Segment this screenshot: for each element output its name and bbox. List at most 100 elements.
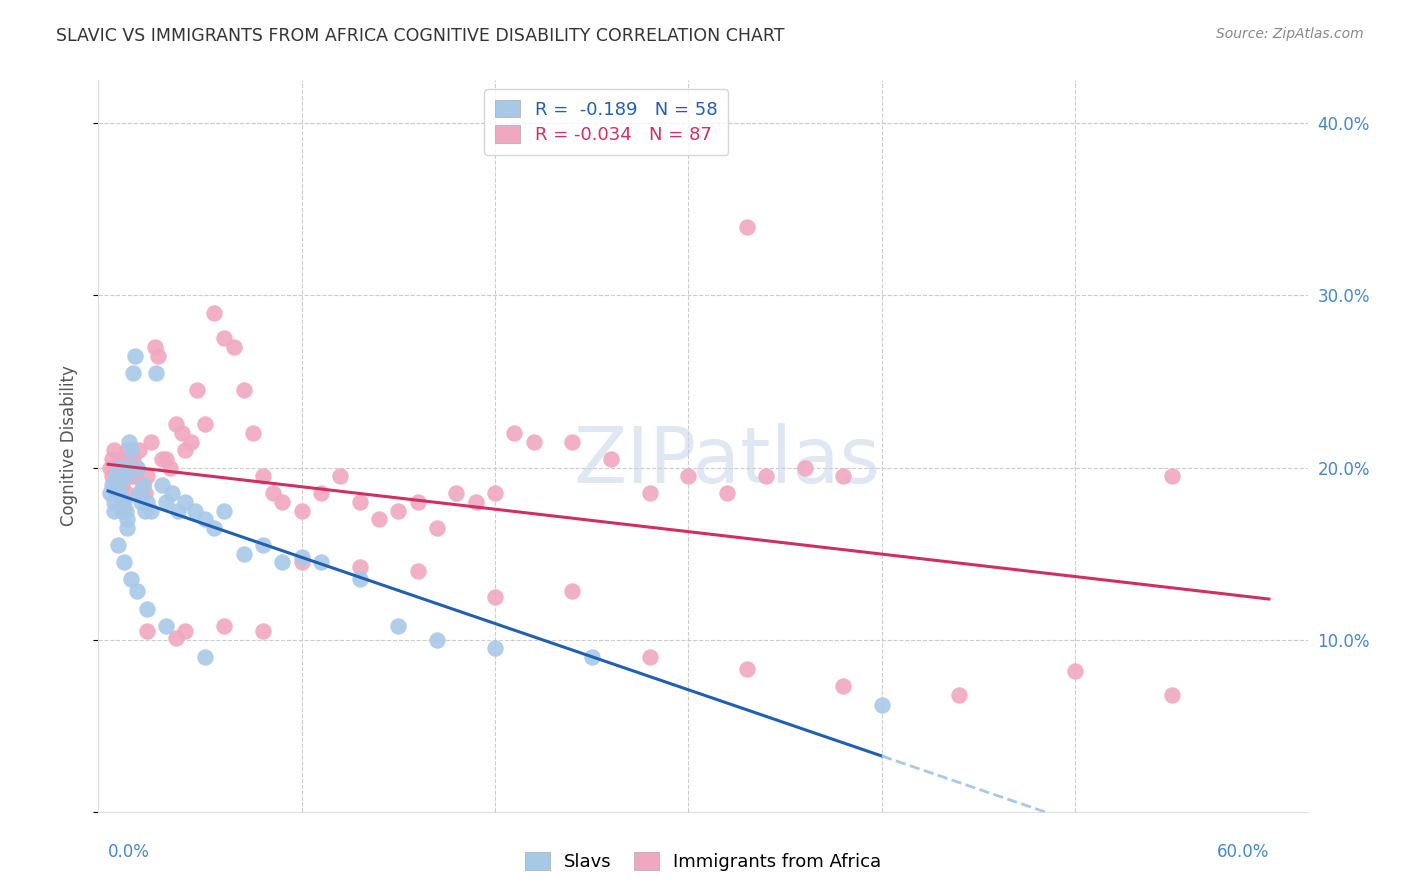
Point: [1161, 469, 1184, 483]
Point: [426, 521, 449, 535]
Point: [484, 486, 506, 500]
Point: [111, 477, 134, 491]
Point: [112, 555, 135, 569]
Point: [349, 573, 371, 587]
Point: [349, 560, 371, 574]
Point: [212, 619, 235, 633]
Point: [129, 495, 152, 509]
Point: [118, 451, 141, 466]
Point: [600, 451, 623, 466]
Point: [174, 443, 197, 458]
Point: [107, 460, 129, 475]
Point: [107, 486, 129, 500]
Point: [484, 641, 506, 656]
Point: [128, 443, 150, 458]
Point: [112, 503, 135, 517]
Point: [290, 503, 312, 517]
Point: [132, 477, 155, 491]
Point: [104, 469, 127, 483]
Point: [134, 486, 156, 500]
Point: [107, 538, 129, 552]
Point: [104, 460, 127, 475]
Text: 60.0%: 60.0%: [1216, 843, 1268, 861]
Legend: Slavs, Immigrants from Africa: Slavs, Immigrants from Africa: [517, 846, 889, 879]
Point: [139, 434, 162, 449]
Point: [222, 340, 245, 354]
Point: [793, 460, 815, 475]
Point: [446, 486, 468, 500]
Point: [194, 649, 217, 664]
Point: [98, 460, 121, 475]
Point: [212, 503, 235, 517]
Point: [114, 503, 136, 517]
Point: [135, 601, 157, 615]
Point: [155, 451, 177, 466]
Point: [484, 590, 506, 604]
Point: [252, 624, 274, 638]
Point: [103, 443, 125, 458]
Point: [139, 503, 162, 517]
Point: [120, 443, 142, 458]
Point: [165, 631, 187, 645]
Point: [103, 495, 125, 509]
Point: [114, 486, 136, 500]
Point: [108, 486, 131, 500]
Point: [523, 434, 546, 449]
Point: [127, 460, 149, 475]
Point: [638, 649, 661, 664]
Point: [127, 460, 149, 475]
Point: [735, 662, 758, 676]
Point: [117, 512, 139, 526]
Point: [112, 460, 135, 475]
Point: [101, 469, 124, 483]
Point: [832, 679, 855, 693]
Point: [124, 469, 146, 483]
Point: [174, 495, 197, 509]
Point: [120, 469, 142, 483]
Point: [122, 366, 145, 380]
Point: [561, 584, 583, 599]
Point: [101, 477, 124, 491]
Point: [194, 512, 217, 526]
Point: [870, 698, 893, 712]
Point: [107, 469, 129, 483]
Point: [135, 469, 157, 483]
Point: [581, 649, 603, 664]
Point: [309, 555, 332, 569]
Point: [143, 340, 166, 354]
Point: [309, 486, 332, 500]
Point: [387, 619, 409, 633]
Point: [271, 555, 294, 569]
Point: [98, 486, 121, 500]
Point: [118, 434, 141, 449]
Point: [114, 469, 136, 483]
Point: [107, 477, 129, 491]
Point: [368, 512, 391, 526]
Point: [104, 486, 127, 500]
Point: [148, 349, 170, 363]
Point: [112, 495, 135, 509]
Point: [101, 451, 124, 466]
Point: [755, 469, 778, 483]
Point: [165, 417, 187, 432]
Point: [132, 477, 155, 491]
Point: [503, 426, 526, 441]
Legend: R =  -0.189   N = 58, R = -0.034   N = 87: R = -0.189 N = 58, R = -0.034 N = 87: [484, 89, 728, 155]
Text: 0.0%: 0.0%: [108, 843, 150, 861]
Point: [832, 469, 855, 483]
Point: [252, 538, 274, 552]
Point: [329, 469, 352, 483]
Point: [111, 495, 134, 509]
Point: [103, 503, 125, 517]
Point: [194, 417, 217, 432]
Point: [948, 688, 970, 702]
Point: [716, 486, 738, 500]
Point: [170, 426, 193, 441]
Point: [262, 486, 284, 500]
Point: [135, 624, 157, 638]
Point: [1161, 688, 1184, 702]
Point: [118, 460, 141, 475]
Point: [108, 451, 131, 466]
Point: [349, 495, 371, 509]
Point: [406, 495, 429, 509]
